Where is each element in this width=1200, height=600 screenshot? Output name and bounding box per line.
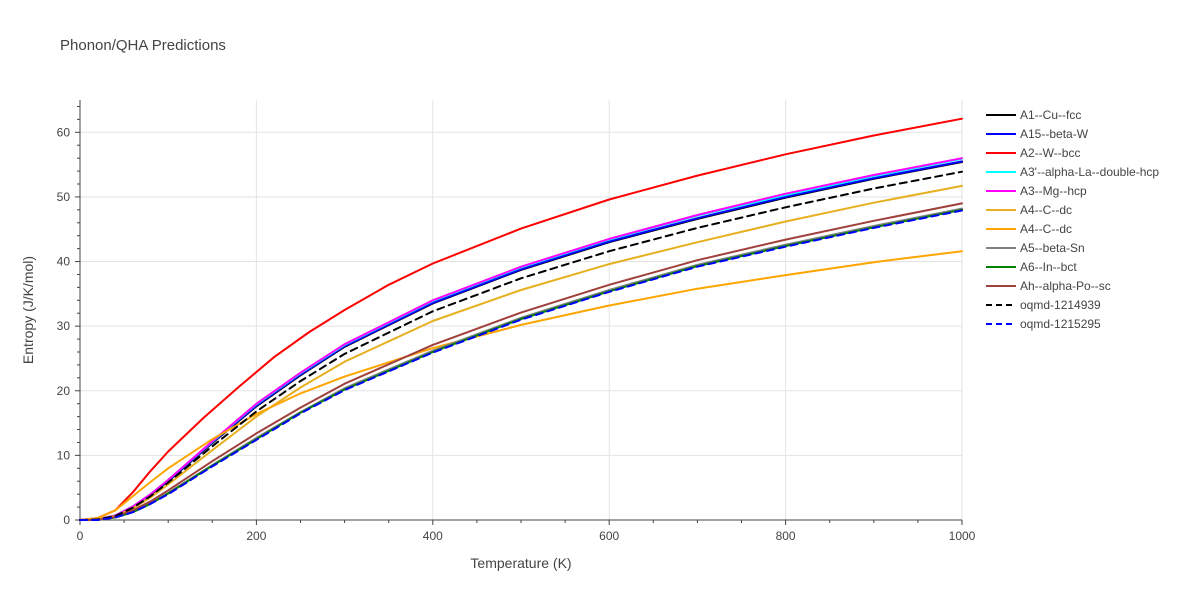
y-tick-label: 0 (63, 513, 70, 527)
legend-label[interactable]: A4--C--dc (1020, 222, 1072, 236)
legend: A1--Cu--fcc A15--beta-W A2--W--bcc A3'--alp… (986, 108, 1159, 331)
grid-lines (80, 100, 963, 520)
series-line-10 (79, 202, 963, 521)
series-line-12 (79, 209, 963, 521)
x-tick-label: 400 (423, 529, 443, 543)
y-tick-label: 40 (57, 255, 71, 269)
legend-label[interactable]: A3'--alpha-La--double-hcp (1020, 165, 1159, 179)
legend-label[interactable]: A4--C--dc (1020, 203, 1072, 217)
legend-label[interactable]: oqmd-1215295 (1020, 317, 1101, 331)
legend-label[interactable]: Ah--alpha-Po--sc (1020, 279, 1111, 293)
legend-label[interactable]: A3--Mg--hcp (1020, 184, 1087, 198)
series-line-11 (79, 170, 963, 521)
plot-series (79, 117, 963, 521)
y-tick-label: 60 (57, 125, 71, 139)
legend-label[interactable]: A15--beta-W (1020, 127, 1089, 141)
y-tick-label: 10 (57, 448, 71, 462)
x-tick-label: 800 (776, 529, 796, 543)
legend-label[interactable]: oqmd-1214939 (1020, 298, 1101, 312)
legend-label[interactable]: A5--beta-Sn (1020, 241, 1085, 255)
series-line-3 (79, 117, 963, 521)
x-tick-label: 200 (246, 529, 266, 543)
x-axis-title: Temperature (K) (470, 555, 571, 571)
legend-label[interactable]: A1--Cu--fcc (1020, 108, 1081, 122)
series-line-8 (79, 207, 963, 521)
chart-title: Phonon/QHA Predictions (60, 37, 226, 54)
legend-label[interactable]: A2--W--bcc (1020, 146, 1080, 160)
legend-label[interactable]: A6--In--bct (1020, 260, 1077, 274)
y-tick-label: 50 (57, 190, 71, 204)
series-line-7 (79, 250, 963, 521)
y-tick-label: 20 (57, 384, 71, 398)
x-tick-label: 0 (77, 529, 84, 543)
y-axis-title: Entropy (J/K/mol) (20, 256, 36, 364)
x-tick-label: 1000 (949, 529, 976, 543)
y-tick-label: 30 (57, 319, 71, 333)
x-tick-label: 600 (599, 529, 619, 543)
series-line-9 (79, 208, 963, 521)
